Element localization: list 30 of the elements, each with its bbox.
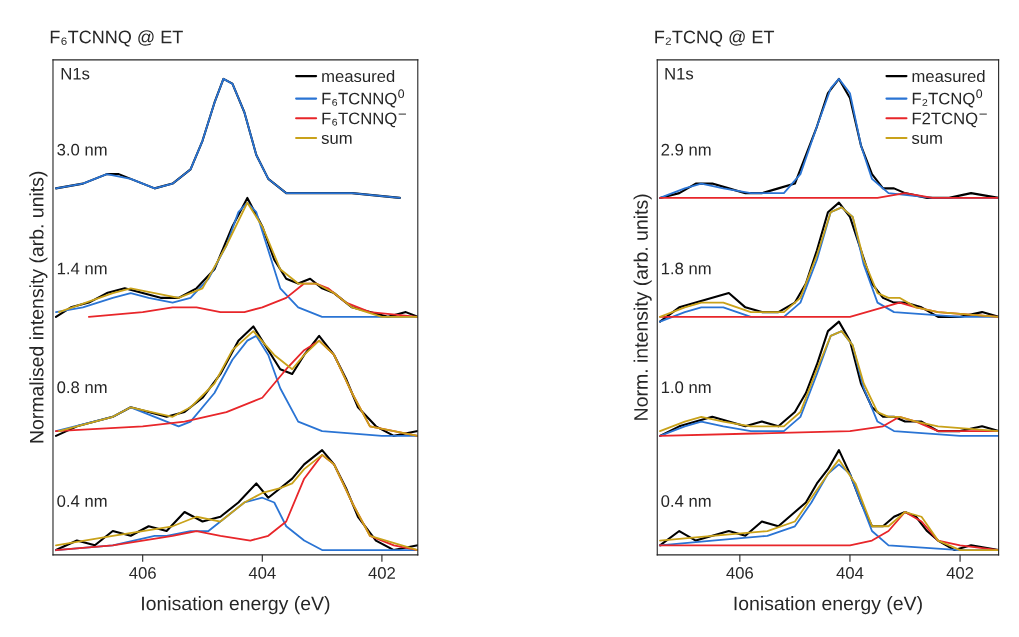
x-tick-label: 404 bbox=[836, 567, 864, 579]
annotation: 1.0 nm bbox=[661, 381, 711, 394]
x-axis-title: Ionisation energy (eV) bbox=[734, 596, 922, 615]
annotation: 0.8 nm bbox=[57, 381, 107, 394]
legend-label: F2TCNQ$^{−}$ bbox=[912, 112, 987, 128]
x-tick-label: 406 bbox=[129, 567, 156, 579]
legend-label: F₂TCNQ$^{0}$ bbox=[912, 89, 983, 108]
x-tick-label: 406 bbox=[726, 567, 754, 579]
chart-title: F₂TCNQ @ ET bbox=[655, 30, 775, 47]
annotation: 1.4 nm bbox=[57, 262, 107, 275]
legend-label: F₆TCNNQ$^{0}$ bbox=[322, 89, 405, 108]
annotation: 3.0 nm bbox=[57, 143, 107, 156]
annotation: 0.4 nm bbox=[661, 495, 711, 507]
annotation: 0.4 nm bbox=[57, 495, 107, 507]
legend-label: measured bbox=[912, 69, 985, 83]
x-tick-label: 404 bbox=[248, 567, 276, 579]
x-tick-label: 402 bbox=[368, 567, 395, 579]
annotation: 1.8 nm bbox=[661, 262, 711, 275]
x-axis-title: Ionisation energy (eV) bbox=[142, 596, 330, 615]
legend-label: sum bbox=[321, 134, 352, 145]
y-axis-title: Normalised intensity (arb. units) bbox=[29, 171, 48, 443]
legend-label: sum bbox=[911, 134, 942, 145]
legend-label: measured bbox=[322, 69, 395, 83]
x-tick-label: 402 bbox=[946, 567, 974, 579]
annotation: N1s bbox=[665, 67, 694, 80]
annotation: 2.9 nm bbox=[661, 143, 711, 156]
legend-label: F₆TCNNQ$^{−}$ bbox=[322, 112, 406, 128]
annotation: N1s bbox=[61, 67, 90, 80]
chart-title: F₆TCNNQ @ ET bbox=[50, 30, 183, 47]
y-axis-title: Norm. intensity (arb. units) bbox=[633, 194, 652, 420]
